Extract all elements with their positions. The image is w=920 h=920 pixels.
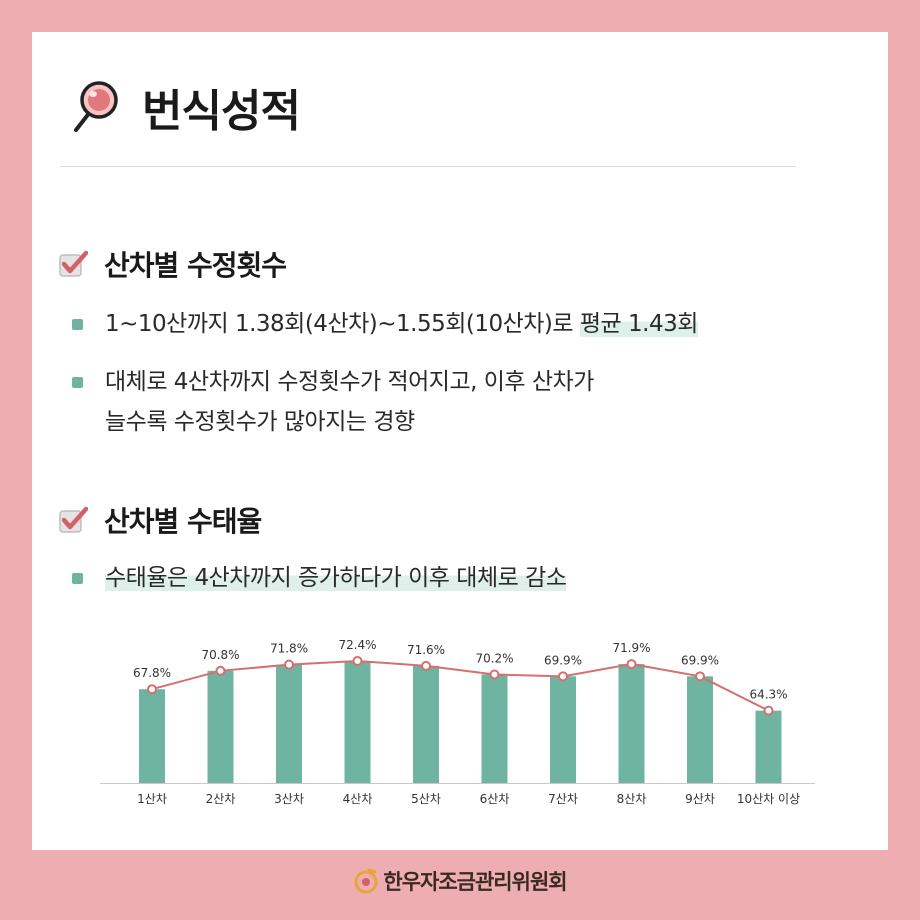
organization-name: 한우자조금관리위원회 bbox=[383, 870, 567, 894]
data-label: 69.9% bbox=[544, 653, 582, 667]
tick-label: 7산차 bbox=[548, 792, 578, 806]
section-title: 산차별 수정횟수 bbox=[104, 249, 287, 282]
section-title: 산차별 수태율 bbox=[104, 505, 262, 538]
tick-label: 1산차 bbox=[137, 792, 167, 806]
data-label: 72.4% bbox=[338, 638, 376, 652]
data-point bbox=[147, 684, 157, 695]
bullet-plain-text: 1~10산까지 1.38회(4산차)~1.55회(10산차)로 bbox=[105, 311, 580, 337]
magnifier-icon bbox=[74, 81, 118, 132]
tick-label: 10산차 이상 bbox=[737, 792, 800, 806]
bullet-text: 1~10산까지 1.38회(4산차)~1.55회(10산차)로 평균 1.43회 bbox=[105, 304, 698, 344]
data-label: 71.6% bbox=[407, 643, 445, 657]
tick-label: 3산차 bbox=[274, 792, 304, 806]
bar bbox=[344, 661, 371, 783]
bar bbox=[207, 670, 234, 783]
tick-label: 5산차 bbox=[411, 792, 441, 806]
footer: 한우자조금관리위원회 bbox=[0, 866, 920, 896]
checkbox-checked-icon bbox=[59, 250, 88, 277]
bullet-dot bbox=[72, 319, 83, 330]
highlighted-text: 평균 1.43회 bbox=[579, 311, 698, 337]
data-point bbox=[558, 671, 568, 682]
bullet-dot bbox=[72, 573, 83, 584]
bullet-text: 대체로 4산차까지 수정횟수가 적어지고, 이후 산차가 늘수록 수정횟수가 많… bbox=[105, 362, 594, 442]
bullet-line: 대체로 4산차까지 수정횟수가 적어지고, 이후 산차가 bbox=[105, 369, 594, 395]
series-line bbox=[151, 659, 769, 712]
bullet-text: 수태율은 4산차까지 증가하다가 이후 대체로 감소 bbox=[105, 558, 567, 598]
bullet-dot bbox=[72, 377, 83, 388]
data-point bbox=[284, 659, 294, 670]
hanwoo-logo-icon bbox=[354, 868, 378, 894]
bar bbox=[550, 676, 576, 783]
data-point bbox=[489, 669, 500, 680]
data-label: 70.2% bbox=[475, 651, 513, 665]
content-card bbox=[32, 32, 888, 850]
title-row: 번식성적 bbox=[70, 72, 301, 142]
bar bbox=[139, 689, 165, 783]
tick-label: 2산차 bbox=[206, 792, 236, 806]
data-point bbox=[763, 705, 774, 716]
data-label: 64.3% bbox=[749, 688, 787, 702]
highlighted-text: 수태율은 4산차까지 증가하다가 이후 대체로 감소 bbox=[105, 565, 567, 591]
data-point bbox=[695, 671, 705, 682]
tick-label: 8산차 bbox=[617, 792, 647, 806]
data-point bbox=[215, 665, 226, 676]
bar bbox=[276, 664, 302, 783]
tick-label: 6산차 bbox=[480, 792, 510, 806]
bar bbox=[687, 676, 713, 783]
checkbox-checked-icon bbox=[59, 506, 88, 533]
data-label: 71.9% bbox=[612, 641, 650, 655]
bar bbox=[413, 665, 439, 783]
data-point bbox=[421, 660, 431, 671]
tick-label: 4산차 bbox=[343, 792, 373, 806]
bar bbox=[755, 710, 782, 783]
section-heading-conception: 산차별 수태율 bbox=[58, 500, 262, 540]
bar bbox=[481, 674, 508, 783]
tick-label: 9산차 bbox=[685, 792, 715, 806]
bullet-line: 늘수록 수정횟수가 많아지는 경향 bbox=[105, 409, 415, 435]
conception-rate-chart: 67.8% 1산차 70.8% 2산차 71.8% 3산차 72.4% 4산차 71.6% 5산차… bbox=[100, 638, 815, 806]
data-label: 70.8% bbox=[201, 648, 239, 662]
data-point bbox=[352, 656, 363, 666]
data-label: 71.8% bbox=[270, 642, 308, 656]
data-point bbox=[626, 659, 637, 670]
bar bbox=[618, 664, 645, 783]
bullet-item: 대체로 4산차까지 수정횟수가 적어지고, 이후 산차가 늘수록 수정횟수가 많… bbox=[72, 362, 594, 442]
bullet-item: 1~10산까지 1.38회(4산차)~1.55회(10산차)로 평균 1.43회 bbox=[72, 304, 698, 344]
page-title: 번식성적 bbox=[142, 86, 301, 137]
data-label: 69.9% bbox=[681, 653, 719, 667]
section-heading-insemination: 산차별 수정횟수 bbox=[58, 244, 287, 284]
divider bbox=[60, 166, 796, 167]
data-label: 67.8% bbox=[133, 666, 171, 680]
bullet-item: 수태율은 4산차까지 증가하다가 이후 대체로 감소 bbox=[72, 558, 567, 598]
